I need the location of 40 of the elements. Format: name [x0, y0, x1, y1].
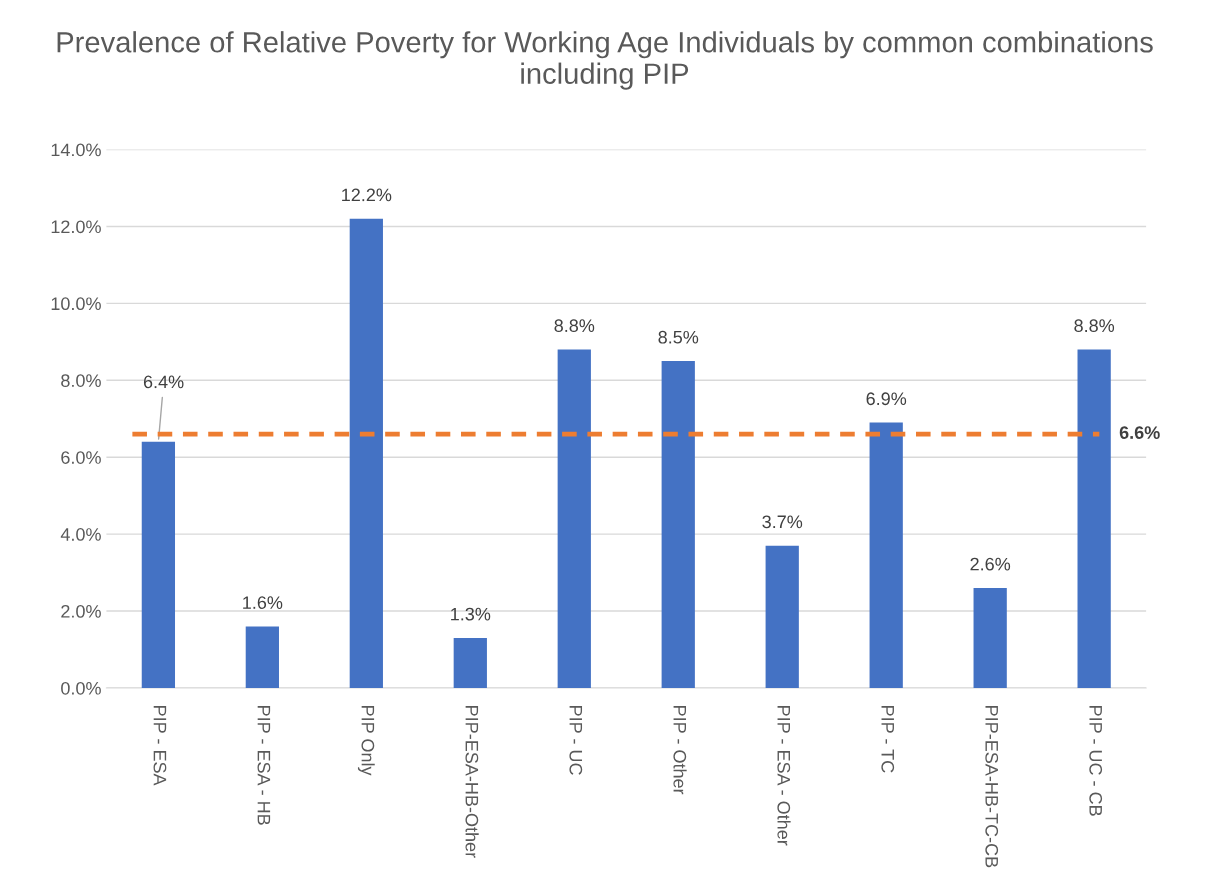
data-label: 2.6% [970, 557, 1011, 571]
x-tick-label: PIP - ESA [153, 706, 167, 786]
bar [765, 545, 799, 688]
bar [661, 361, 695, 688]
y-tick-label: 6.0% [61, 451, 101, 464]
ref-line-label: 6.6% [1119, 426, 1160, 439]
y-tick-label: 14.0% [51, 143, 101, 157]
data-label: 1.3% [451, 607, 491, 621]
data-label: 6.9% [866, 392, 907, 406]
bar [141, 441, 176, 688]
data-label: 6.4% [143, 375, 184, 389]
data-label: 8.8% [554, 319, 595, 333]
data-label: 12.2% [342, 188, 392, 202]
x-tick-label: PIP Only [357, 706, 375, 776]
data-label: 8.5% [658, 330, 699, 344]
x-tick-label: PIP - UC [569, 706, 583, 775]
bar [1077, 349, 1111, 688]
bar [869, 422, 903, 688]
data-label: 8.8% [1074, 319, 1115, 333]
x-tick-label: PIP-ESA-HB-Other [465, 706, 479, 858]
y-tick-label: 10.0% [51, 297, 101, 311]
x-tick-label: PIP - TC [881, 706, 895, 773]
y-tick-label: 0.0% [61, 681, 101, 695]
x-tick-label: PIP-ESA-HB-TC-CB [985, 706, 999, 868]
bar [349, 218, 383, 688]
y-tick-label: 12.0% [51, 220, 101, 234]
x-tick-label: PIP - ESA - HB [257, 706, 271, 825]
y-tick-label: 8.0% [61, 374, 101, 387]
data-label: 3.7% [762, 515, 803, 529]
x-tick-label: PIP - UC - CB [1089, 706, 1103, 816]
chart-title: Prevalence of Relative Poverty for Working Age Individuals by common combinations including PIP [57, 31, 1153, 90]
bar [973, 587, 1007, 688]
x-tick-label: PIP - ESA - Other [777, 706, 791, 846]
y-tick-label: 2.0% [61, 604, 101, 618]
bar [453, 637, 487, 688]
x-tick-label: PIP - Other [673, 706, 687, 795]
y-tick-label: 4.0% [60, 528, 101, 541]
bar [245, 626, 279, 688]
bar [557, 349, 591, 688]
data-label: 1.6% [243, 596, 283, 609]
